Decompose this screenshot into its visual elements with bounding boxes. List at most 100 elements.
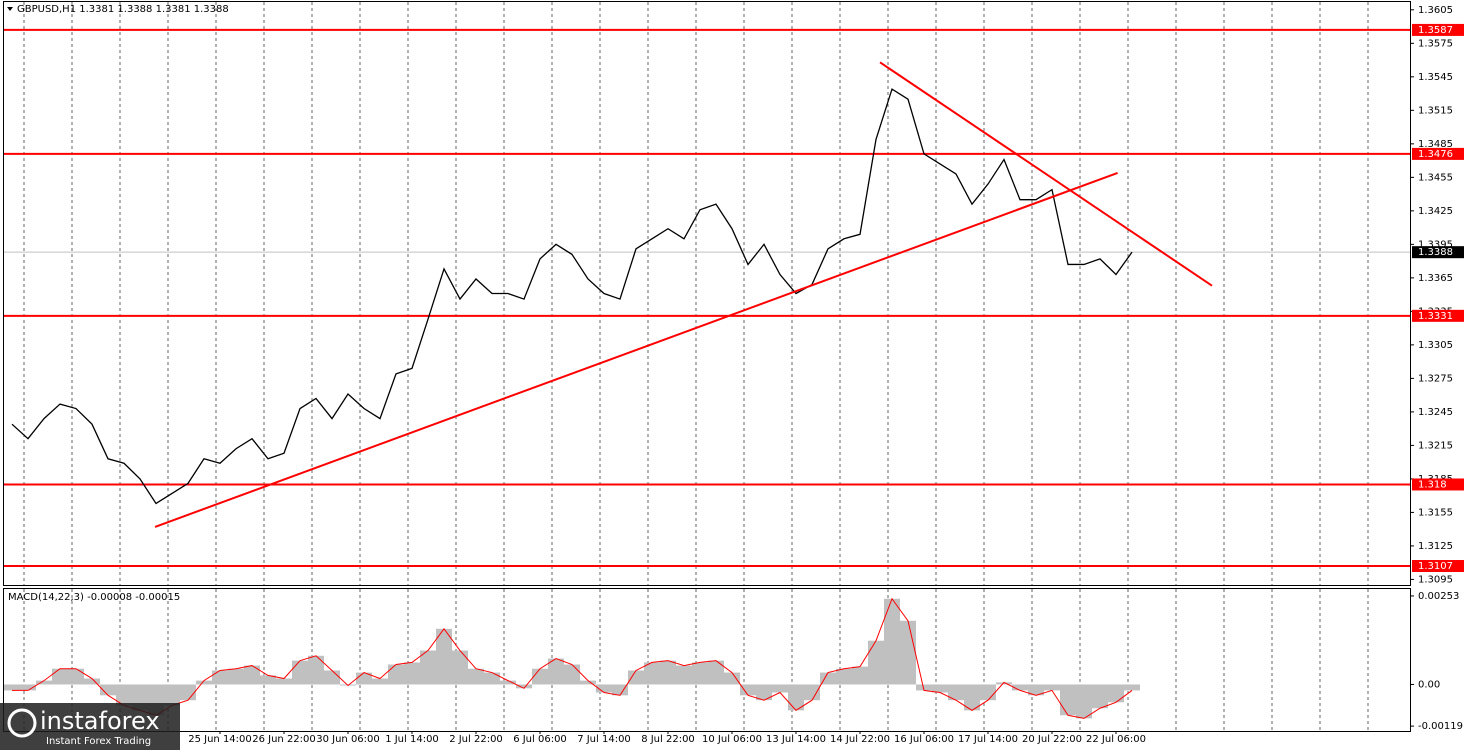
macd-bar	[244, 665, 260, 685]
macd-bar	[964, 684, 980, 711]
macd-bar	[1124, 684, 1140, 691]
macd-bar	[868, 640, 884, 685]
x-tick-label: 17 Jul 14:00	[958, 734, 1018, 745]
macd-bar	[1060, 684, 1076, 716]
level-box	[1412, 147, 1464, 160]
macd-bar	[436, 628, 452, 685]
y-tick-label: 0.00253	[1418, 591, 1459, 602]
macd-bar	[404, 662, 420, 685]
trendline	[154, 171, 1118, 528]
macd-bar	[196, 680, 212, 685]
y-tick-label: 1.3395	[1418, 239, 1453, 250]
macd-bar	[916, 684, 932, 691]
x-tick-label: 7 Jul 14:00	[577, 734, 631, 745]
macd-bar	[692, 662, 708, 685]
macd-bar	[212, 670, 228, 685]
level-label: 1.3107	[1418, 561, 1453, 572]
macd-bar	[164, 684, 180, 706]
macd-bar	[468, 668, 484, 685]
macd-bar	[388, 664, 404, 685]
y-tick-label: 1.3365	[1418, 273, 1453, 284]
macd-bar	[52, 668, 68, 685]
macd-bar	[932, 684, 948, 693]
macd-bar	[292, 660, 308, 685]
level-box	[1412, 560, 1464, 573]
y-tick-label: 1.3305	[1418, 340, 1453, 351]
macd-bar	[628, 670, 644, 685]
macd-bar	[836, 668, 852, 685]
macd-bar	[996, 682, 1012, 685]
x-tick-label: 20 Jul 22:00	[1022, 734, 1082, 745]
y-tick-label: 1.3095	[1418, 574, 1453, 585]
macd-bar	[564, 664, 580, 685]
menu-arrow	[7, 7, 13, 11]
y-tick-label: 1.3545	[1418, 72, 1453, 83]
watermark-logo	[7, 708, 37, 738]
x-tick-label: 25 Jun 14:00	[188, 734, 252, 745]
macd-bar	[596, 684, 612, 693]
level-label: 1.3331	[1418, 311, 1453, 322]
macd-bar	[308, 655, 324, 685]
x-tick-label: 30 Jun 06:00	[316, 734, 380, 745]
macd-bar	[612, 684, 628, 696]
y-tick-label: 1.3245	[1418, 407, 1453, 418]
x-tick-label: 16 Jul 06:00	[894, 734, 954, 745]
macd-bar	[644, 662, 660, 685]
macd-bar	[900, 620, 916, 685]
macd-bar	[724, 672, 740, 685]
y-tick-label: 1.3275	[1418, 373, 1453, 384]
macd-bar	[260, 675, 276, 685]
y-tick-label: 1.3575	[1418, 38, 1453, 49]
macd-bar	[756, 684, 772, 701]
current-price-label: 1.3388	[1418, 247, 1453, 258]
price-panel	[3, 1, 1411, 586]
y-tick-label: 1.3125	[1418, 541, 1453, 552]
macd-bar	[1044, 684, 1060, 691]
macd-bar	[500, 680, 516, 685]
macd-bar	[788, 684, 804, 711]
macd-bar	[372, 678, 388, 685]
macd-bar	[20, 684, 36, 691]
macd-bar	[356, 672, 372, 685]
level-box	[1412, 23, 1464, 36]
y-tick-label: 1.3425	[1418, 206, 1453, 217]
macd-bar	[452, 650, 468, 685]
level-label: 1.318	[1418, 479, 1447, 490]
macd-bar	[4, 684, 20, 691]
x-tick-label: 6 Jul 06:00	[513, 734, 567, 745]
x-tick-label: 26 Jun 22:00	[252, 734, 316, 745]
macd-bar	[36, 680, 52, 685]
macd-bar	[660, 660, 676, 685]
y-tick-label: 1.3215	[1418, 440, 1453, 451]
x-tick-label: 14 Jul 22:00	[830, 734, 890, 745]
macd-bar	[484, 672, 500, 685]
macd-bar	[180, 684, 196, 701]
x-tick-label: 10 Jul 06:00	[702, 734, 762, 745]
macd-bar	[676, 665, 692, 685]
macd-signal	[12, 597, 1133, 719]
y-tick-label: -0.00119	[1418, 721, 1463, 732]
price-line	[11, 88, 1133, 505]
x-tick-label: 8 Jul 22:00	[641, 734, 695, 745]
level-box	[1412, 478, 1464, 491]
macd-title: MACD(14,22,3) -0.00008 -0.00015	[8, 592, 180, 603]
macd-bar	[948, 684, 964, 701]
macd-bar	[772, 684, 788, 693]
watermark-tagline: Instant Forex Trading	[46, 736, 151, 747]
macd-bar	[276, 678, 292, 685]
macd-bar	[852, 666, 868, 685]
y-tick-label: 1.3515	[1418, 105, 1453, 116]
macd-bar	[228, 668, 244, 685]
watermark: instaforex Instant Forex Trading	[0, 703, 180, 750]
level-box	[1412, 309, 1464, 322]
macd-bar	[100, 684, 116, 696]
macd-bar	[324, 670, 340, 685]
x-tick-label: 13 Jul 14:00	[766, 734, 826, 745]
macd-bar	[1012, 684, 1028, 691]
macd-bar	[1028, 684, 1044, 696]
macd-bar	[68, 668, 84, 685]
macd-bar	[580, 680, 596, 685]
macd-bar	[1108, 684, 1124, 703]
